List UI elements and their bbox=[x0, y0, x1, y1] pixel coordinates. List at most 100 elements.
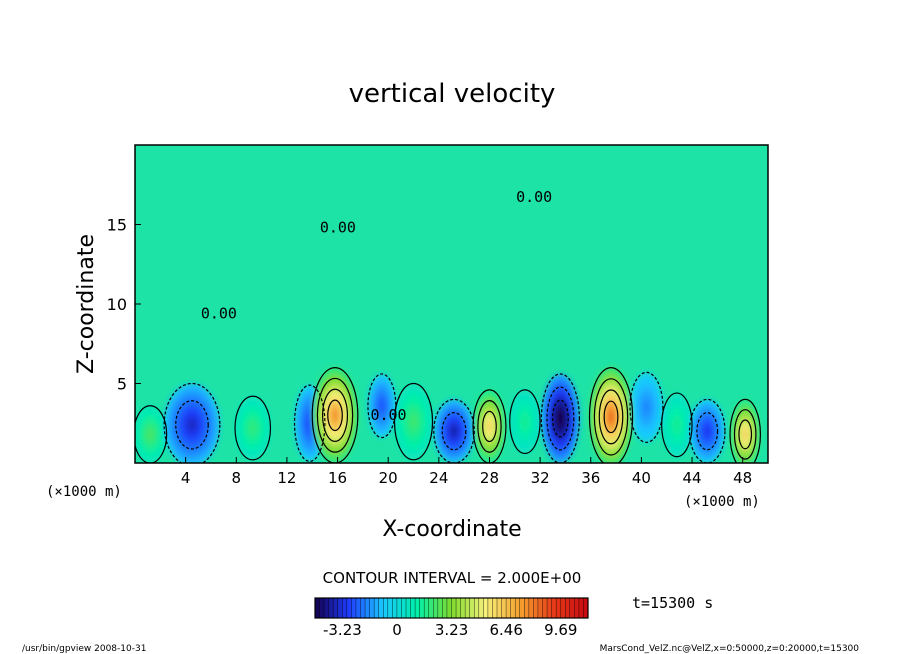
contour-value-label: 0.00 bbox=[516, 188, 552, 206]
contour-ring bbox=[696, 412, 719, 451]
contour-ring bbox=[661, 392, 693, 458]
y-tick-label: 5 bbox=[117, 375, 127, 394]
colorbar-swatch bbox=[510, 598, 516, 618]
colorbar-swatch bbox=[483, 598, 489, 618]
x-axis-ticks: 4 8 12 16 20 24 28 32 36 40 44 48 bbox=[181, 457, 752, 487]
contour-ring bbox=[393, 382, 434, 461]
contour-value-label: 0.00 bbox=[201, 304, 237, 322]
colorbar-swatch bbox=[478, 598, 484, 618]
contour-ring bbox=[234, 395, 272, 461]
colorbar-swatch bbox=[360, 598, 366, 618]
colorbar-swatch bbox=[383, 598, 389, 618]
field-blob bbox=[249, 422, 256, 434]
colorbar bbox=[314, 597, 589, 619]
x-tick-label: 4 bbox=[181, 469, 191, 487]
colorbar-frame bbox=[314, 597, 589, 619]
footer-right: MarsCond_VelZ.nc@VelZ,x=0:50000,z=0:2000… bbox=[600, 644, 860, 654]
x-tick-label: 12 bbox=[277, 469, 296, 487]
x-tick-label: 20 bbox=[379, 469, 398, 487]
field-blob bbox=[486, 420, 493, 433]
contour-ring bbox=[540, 373, 580, 463]
x-tick-label: 16 bbox=[328, 469, 347, 487]
colorbar-swatch bbox=[474, 598, 480, 618]
colorbar-swatch bbox=[406, 598, 411, 618]
contour-ring bbox=[688, 398, 726, 463]
contour-ring bbox=[163, 382, 221, 463]
colorbar-swatch bbox=[569, 598, 575, 618]
x-tick-label: 40 bbox=[632, 469, 651, 487]
contour-ring bbox=[629, 371, 664, 443]
colorbar-swatch bbox=[533, 598, 539, 618]
colorbar-swatch bbox=[469, 598, 475, 618]
colorbar-swatch bbox=[515, 598, 521, 618]
colorbar-swatch bbox=[355, 598, 361, 618]
colorbar-swatch bbox=[324, 598, 330, 618]
contour-ring bbox=[593, 378, 629, 456]
contour-ring bbox=[482, 410, 497, 443]
colorbar-swatch bbox=[374, 598, 380, 618]
colorbar-swatch bbox=[342, 598, 348, 618]
colorbar-swatch bbox=[337, 598, 343, 618]
colorbar-swatch bbox=[419, 598, 425, 618]
contour-value-label: 0.00 bbox=[320, 218, 356, 236]
contour-ring bbox=[738, 419, 753, 450]
colorbar-swatch bbox=[396, 598, 402, 618]
colorbar-swatch bbox=[442, 598, 448, 618]
colorbar-swatch bbox=[578, 598, 584, 618]
colorbar-swatch bbox=[446, 598, 452, 618]
colorbar-swatch bbox=[351, 598, 357, 618]
field-blob bbox=[674, 419, 680, 431]
colorbar-swatch bbox=[346, 598, 352, 618]
x-axis-title: X-coordinate bbox=[382, 517, 521, 542]
colorbar-swatch bbox=[392, 598, 398, 618]
colorbar-swatch bbox=[401, 598, 407, 618]
field-blob bbox=[147, 429, 153, 440]
colorbar-swatch bbox=[369, 598, 375, 618]
colorbar-tick-label: 9.69 bbox=[544, 621, 577, 639]
contour-ring bbox=[598, 389, 624, 445]
colorbar-swatch bbox=[487, 598, 493, 618]
colorbar-swatch bbox=[583, 598, 589, 618]
x-tick-label: 36 bbox=[581, 469, 600, 487]
colorbar-swatch bbox=[574, 598, 580, 618]
x-tick-label: 28 bbox=[480, 469, 499, 487]
field-blob bbox=[379, 400, 385, 412]
colorbar-swatch bbox=[497, 598, 502, 618]
colorbar-swatch bbox=[565, 598, 571, 618]
field-blob bbox=[557, 411, 564, 426]
colorbar-tick-label: 6.46 bbox=[489, 621, 522, 639]
colorbar-swatch bbox=[319, 598, 325, 618]
contour-ring bbox=[509, 389, 541, 455]
contour-ring bbox=[477, 400, 502, 453]
contour-ring bbox=[441, 412, 467, 451]
colorbar-swatch bbox=[428, 598, 434, 618]
y-axis-ticks: 5 10 15 bbox=[107, 216, 141, 394]
colorbar-swatch bbox=[365, 598, 370, 618]
colorbar-swatch bbox=[460, 598, 466, 618]
x-unit-right: (×1000 m) bbox=[684, 494, 760, 510]
colorbar-tick-label: -3.23 bbox=[323, 621, 362, 639]
contour-ring bbox=[175, 400, 209, 450]
contour-ring bbox=[546, 386, 575, 451]
contour-ring bbox=[603, 400, 619, 434]
colorbar-swatch bbox=[410, 598, 416, 618]
contour-ring bbox=[321, 388, 349, 442]
colorbar-swatch bbox=[415, 598, 421, 618]
colorbar-ticks: -3.23 0 3.23 6.46 9.69 bbox=[323, 621, 578, 639]
x-tick-label: 48 bbox=[733, 469, 752, 487]
field-blob bbox=[331, 407, 339, 424]
colorbar-swatch bbox=[378, 598, 384, 618]
colorbar-swatch bbox=[451, 598, 457, 618]
chart-title: vertical velocity bbox=[349, 79, 556, 109]
colorbar-swatch bbox=[328, 598, 334, 618]
field-blob bbox=[704, 425, 711, 437]
colorbar-tick-label: 0 bbox=[392, 621, 402, 639]
contour-ring bbox=[327, 399, 343, 432]
colorbar-swatch bbox=[424, 598, 430, 618]
field-blob bbox=[187, 417, 197, 432]
field-blob bbox=[607, 408, 615, 426]
colorbar-swatch bbox=[519, 598, 525, 618]
colorbar-swatch bbox=[465, 598, 471, 618]
y-axis-title: Z-coordinate bbox=[74, 234, 99, 374]
